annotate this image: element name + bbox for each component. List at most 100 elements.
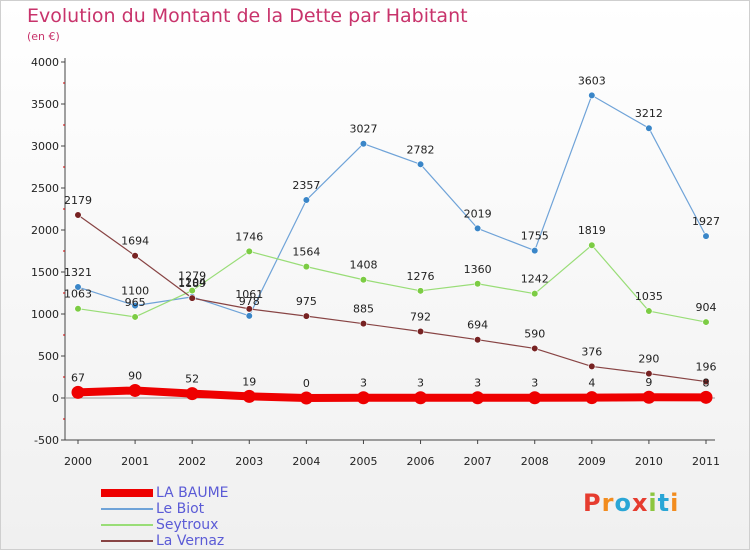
legend-label: LA BAUME [156,485,229,501]
data-point [531,290,539,298]
data-label: 67 [71,371,85,384]
data-label: 0 [303,377,310,390]
data-label: 1100 [121,285,149,298]
legend-label: Seytroux [156,517,219,533]
legend-swatch [101,540,153,542]
data-point [645,124,653,132]
data-label: 904 [696,301,717,314]
data-point [474,224,482,233]
data-label: 694 [467,319,488,332]
x-tick-label: 2008 [521,455,549,468]
data-point [702,377,710,386]
data-label: 1819 [578,224,606,237]
data-label: 2782 [407,143,435,156]
data-point [359,320,368,328]
data-label: 1242 [521,273,549,286]
proxiti-logo: Proxiti [583,489,679,517]
series-line-0 [74,386,710,402]
y-tick-label: 1000 [31,308,59,321]
data-label: 8 [703,376,710,389]
data-label: 1204 [178,276,206,289]
data-label: 792 [410,310,431,323]
data-label: 376 [581,345,602,358]
data-label: 975 [296,295,317,308]
data-point [188,294,196,302]
logo-letter: i [670,489,680,517]
data-label: 1694 [121,235,149,248]
x-tick-label: 2005 [349,455,377,468]
data-point [474,280,482,288]
data-point [242,389,256,403]
legend-swatch [101,524,153,526]
chart-subtitle: (en €) [27,30,60,43]
legend-item: La Vernaz [101,533,261,549]
y-tick-label: 0 [52,392,59,405]
series-line-2 [77,244,707,323]
logo-letter: x [631,489,649,517]
data-label: 1321 [64,266,92,279]
data-label: 2179 [64,194,92,207]
data-point [699,390,713,404]
data-label: 1408 [349,259,377,272]
data-label: 885 [353,303,374,316]
data-label: 1746 [235,230,263,243]
data-point [74,283,82,291]
y-tick-label: 2500 [31,182,59,195]
data-label: 3027 [349,123,377,136]
logo-letter: P [583,489,602,517]
series-line-3 [77,214,707,383]
data-point [645,307,653,315]
data-label: 590 [524,327,545,340]
x-tick-label: 2010 [635,455,663,468]
data-label: 1276 [407,270,435,283]
data-label: 3 [417,377,424,390]
chart-series-lines [74,94,710,402]
data-label: 9 [645,376,652,389]
x-tick-label: 2002 [178,455,206,468]
data-label: 19 [242,375,256,388]
data-label: 1279 [178,270,206,283]
data-label: 1360 [464,263,492,276]
data-point [531,344,539,353]
data-point [359,140,368,148]
data-label: 3 [474,377,481,390]
data-label: 1035 [635,290,663,303]
series-line-1 [77,94,707,317]
data-point [302,263,310,271]
data-point [185,387,199,401]
data-point [74,305,82,313]
logo-letter: r [601,489,615,517]
data-point [245,247,253,255]
x-tick-label: 2006 [407,455,435,468]
data-point [645,370,653,378]
data-point [416,287,425,295]
data-label: 2357 [292,179,320,192]
data-label: 90 [128,369,142,382]
data-label: 1189 [178,277,206,290]
data-point [702,232,710,240]
y-tick-label: 3500 [31,98,59,111]
legend-label: La Vernaz [156,533,225,549]
data-point [302,196,310,204]
data-point [416,327,425,336]
logo-letter: i [648,489,658,517]
data-label: 3212 [635,107,663,120]
legend-swatch [101,508,153,510]
x-tick-label: 2007 [464,455,492,468]
data-point [131,313,139,321]
y-tick-label: 500 [38,350,59,363]
legend-label: Le Biot [156,501,205,517]
data-point [531,246,539,255]
data-label: 3 [360,377,367,390]
chart-points [71,91,713,405]
data-label: 3603 [578,74,606,87]
legend-item: Le Biot [101,501,261,517]
x-tick-label: 2000 [64,455,92,468]
y-tick-label: 1500 [31,266,59,279]
chart-title: Evolution du Montant de la Dette par Hab… [27,5,468,27]
y-tick-label: 4000 [31,56,59,69]
data-point [359,276,368,284]
data-point [528,391,542,405]
x-tick-label: 2003 [235,455,263,468]
